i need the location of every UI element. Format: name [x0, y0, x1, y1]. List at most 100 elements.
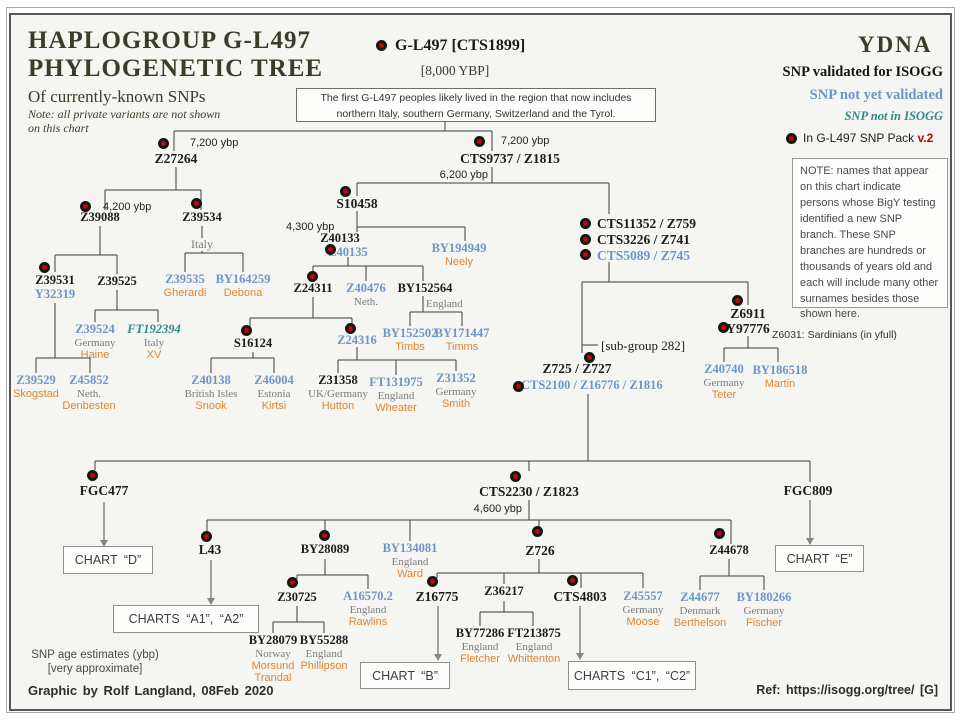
surname-label: Timbs [395, 340, 425, 353]
snp-label: CTS3226 / Z741 [597, 232, 691, 248]
surname-label: Haine [80, 348, 110, 361]
snp-node-z39524: Z39524 Germany Haine [60, 322, 130, 361]
snp-node-z30725: Z30725 [269, 590, 325, 605]
snp-label: BY134081 [382, 541, 438, 555]
snp-label: Z40740 [704, 362, 744, 376]
surname-label: Gherardi [163, 286, 207, 299]
snp-node-z39531: Z39531 Y32319 [27, 273, 83, 302]
credit-line: Graphic by Rolf Langland, 08Feb 2020 [28, 683, 274, 698]
snp-label: Z36217 [484, 584, 524, 598]
snp-pack-dot-icon [287, 577, 298, 588]
origin-label: UK/Germany [308, 387, 368, 400]
snp-pack-dot-icon [510, 471, 521, 482]
snp-node-cts11352-group: CTS11352 / Z759 CTS3226 / Z741 CTS5089 /… [597, 216, 727, 265]
snp-node-by152502: BY152502 Timbs [377, 326, 443, 353]
snp-label: Z40138 [191, 373, 231, 387]
snp-label: BY171447 [434, 326, 490, 340]
snp-pack-dot-icon [427, 576, 438, 587]
snp-node-s10458: S10458 [327, 196, 387, 212]
age-label-6200: 6,200 ybp [439, 169, 488, 181]
surname-label: Wheater [375, 401, 417, 414]
charts-c1-c2-box: CHARTS “C1”, “C2” [568, 661, 696, 690]
snp-pack-dot-icon [580, 218, 591, 229]
snp-node-cts9737: CTS9737 / Z1815 [445, 151, 575, 167]
snp-node-z31358: Z31358 UK/Germany Hutton [296, 373, 380, 412]
snp-node-by55288: BY55288 England Phillipson [292, 633, 356, 672]
snp-label: Z39088 [80, 210, 120, 224]
origin-label: Estonia [257, 387, 291, 400]
origin-label: Germany [703, 376, 745, 389]
snp-pack-dot-icon [39, 262, 50, 273]
snp-label: Z40476 [346, 281, 386, 295]
surname-label: Neely [444, 255, 474, 268]
snp-label: Z31358 [318, 373, 358, 387]
snp-pack-dot-icon [325, 244, 336, 255]
snp-label: FGC477 [79, 483, 129, 498]
snp-pack-dot-icon [718, 322, 729, 333]
sardinians-note: Z6031: Sardinians (in yfull) [772, 329, 897, 341]
snp-node-z45852: Z45852 Neth. Denbesten [54, 373, 124, 412]
snp-pack-dot-icon [580, 234, 591, 245]
snp-label: Z39525 [97, 274, 137, 288]
snp-node-by134081: BY134081 England Ward [377, 541, 443, 580]
snp-label: Z39535 [165, 272, 205, 286]
snp-node-z40138: Z40138 British Isles Snook [171, 373, 251, 412]
snp-pack-dot-icon [532, 526, 543, 537]
snp-pack-dot-icon [567, 575, 578, 586]
snp-label: BY186518 [752, 363, 808, 377]
snp-pack-dot-icon [345, 323, 356, 334]
origin-label: British Isles [184, 387, 238, 400]
snp-label: Z725 / Z727 [542, 361, 612, 376]
surname-label: Morsund [251, 659, 295, 672]
snp-node-fgc477: FGC477 [74, 483, 134, 499]
snp-node-z39534: Z39534 [172, 210, 232, 225]
snp-pack-dot-icon [191, 198, 202, 209]
surname-label: Moose [626, 615, 660, 628]
origin-label: Neth. [353, 295, 379, 308]
snp-label: BY77286 [455, 626, 505, 640]
legend-not-yet-validated: SNP not yet validated [809, 87, 943, 103]
snp-pack-dot-icon [732, 295, 743, 306]
snp-node-ft213875: FT213875 England Whittenton [498, 626, 570, 665]
snp-label: L43 [198, 542, 222, 557]
outer-frame [6, 7, 955, 713]
snp-node-z39088: Z39088 [70, 210, 130, 225]
snp-pack-dot-icon [307, 271, 318, 282]
snp-label: Z39524 [75, 322, 115, 336]
charts-a1-a2-box: CHARTS “A1”, “A2” [113, 605, 259, 633]
snp-label: CTS4803 [553, 589, 607, 604]
age-label-4300: 4,300 ybp [286, 221, 335, 233]
snp-pack-dot-icon [340, 186, 351, 197]
legend-snp-pack-version: v.2 [917, 131, 934, 145]
snp-label: Z39534 [182, 210, 222, 224]
origin-note-box: The first G-L497 peoples likely lived in… [296, 88, 656, 122]
snp-label-secondary: Y32319 [34, 286, 76, 301]
age-label-4600: 4,600 ybp [473, 503, 522, 515]
chart-e-box: CHART “E” [775, 545, 864, 572]
snp-label: Z45557 [623, 589, 663, 603]
snp-node-z31352: Z31352 Germany Smith [424, 371, 488, 410]
snp-node-z39525: Z39525 [87, 274, 147, 289]
snp-label: Z44677 [680, 590, 720, 604]
snp-node-by194949: BY194949 Neely [421, 241, 497, 268]
age-label-7200-right: 7,200 ybp [501, 135, 550, 147]
snp-node-z44677: Z44677 Denmark Berthelson [668, 590, 732, 629]
surname-label: Berthelson [673, 616, 727, 629]
snp-pack-dot-icon [87, 470, 98, 481]
snp-label: Z39531 [35, 273, 75, 287]
surname-label: Hutton [321, 399, 355, 412]
surname-label: Snook [195, 399, 227, 412]
snp-label: BY28089 [300, 542, 350, 556]
surname-label: Teter [711, 388, 737, 401]
surname-label: XV [146, 348, 162, 361]
brand-ydna: YDNA [858, 32, 933, 57]
snp-label: Z39529 [16, 373, 56, 387]
snp-label: S16124 [233, 336, 273, 350]
origin-label: Germany [743, 604, 785, 617]
snp-label: Z24311 [293, 281, 333, 295]
origin-label: Neth. [76, 387, 102, 400]
snp-pack-dot-icon [714, 528, 725, 539]
snp-node-by28089: BY28089 [294, 542, 356, 557]
